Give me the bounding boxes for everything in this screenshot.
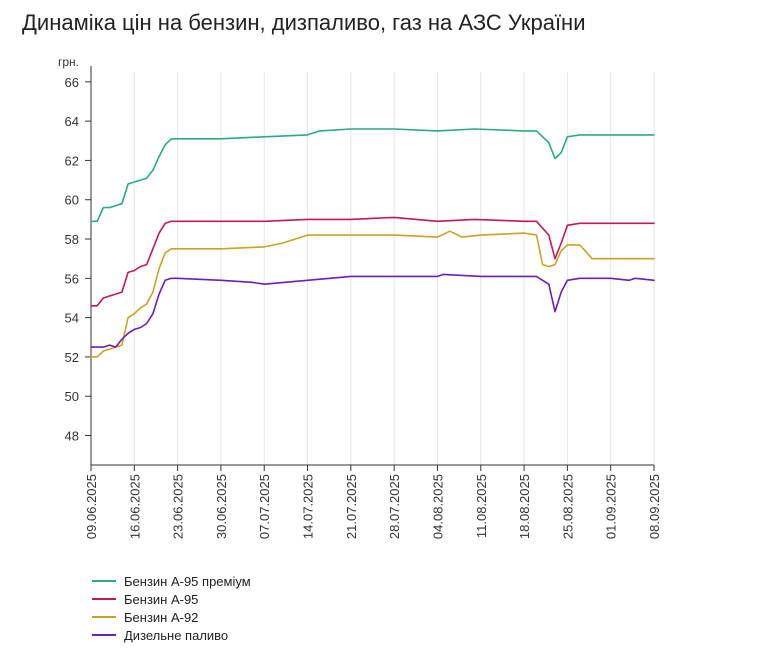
y-tick-label-54: 54 — [65, 311, 79, 326]
x-tick-label-2: 23.06.2025 — [171, 474, 186, 539]
y-tick-label-52: 52 — [65, 350, 79, 365]
x-tick-label-10: 18.08.2025 — [517, 474, 532, 539]
y-tick-label-60: 60 — [65, 193, 79, 208]
x-tick-label-7: 28.07.2025 — [387, 474, 402, 539]
y-tick-label-66: 66 — [65, 75, 79, 90]
x-tick-label-4: 07.07.2025 — [257, 474, 272, 539]
y-tick-label-50: 50 — [65, 389, 79, 404]
series-line-1 — [90, 216, 655, 307]
chart-legend: Бензин А-95 преміум Бензин А-95 Бензин А-9… — [92, 572, 251, 644]
legend-item-2: Бензин А-92 — [92, 608, 251, 626]
x-tick-label-13: 08.09.2025 — [647, 474, 662, 539]
legend-item-3: Дизельне паливо — [92, 626, 251, 644]
y-tick-label-64: 64 — [65, 114, 79, 129]
legend-item-1: Бензин А-95 — [92, 590, 251, 608]
x-tick-label-3: 30.06.2025 — [214, 474, 229, 539]
legend-item-0: Бензин А-95 преміум — [92, 572, 251, 590]
x-tick-label-0: 09.06.2025 — [84, 474, 99, 539]
y-axis-unit-label: грн. — [58, 55, 79, 69]
y-tick-label-58: 58 — [65, 232, 79, 247]
legend-swatch-0 — [92, 580, 116, 582]
legend-swatch-3 — [92, 634, 116, 636]
x-tick-label-11: 25.08.2025 — [560, 474, 575, 539]
y-tick-label-56: 56 — [65, 271, 79, 286]
x-tick-label-6: 21.07.2025 — [344, 474, 359, 539]
chart-title: Динаміка цін на бензин, дизпаливо, газ н… — [22, 10, 586, 35]
y-tick-label-62: 62 — [65, 153, 79, 168]
x-tick-label-1: 16.06.2025 — [127, 474, 142, 539]
legend-label-2: Бензин А-92 — [124, 609, 199, 625]
series-line-2 — [90, 230, 655, 358]
x-tick-label-8: 04.08.2025 — [430, 474, 445, 539]
legend-swatch-2 — [92, 616, 116, 618]
x-tick-label-12: 01.09.2025 — [604, 474, 619, 539]
legend-label-0: Бензин А-95 преміум — [124, 573, 251, 589]
x-tick-label-5: 14.07.2025 — [301, 474, 316, 539]
legend-label-1: Бензин А-95 — [124, 591, 199, 607]
legend-label-3: Дизельне паливо — [124, 627, 229, 643]
series-line-3 — [90, 273, 655, 348]
series-line-0 — [90, 128, 655, 223]
legend-swatch-1 — [92, 598, 116, 600]
y-tick-label-48: 48 — [65, 429, 79, 444]
x-tick-label-9: 11.08.2025 — [474, 474, 489, 538]
